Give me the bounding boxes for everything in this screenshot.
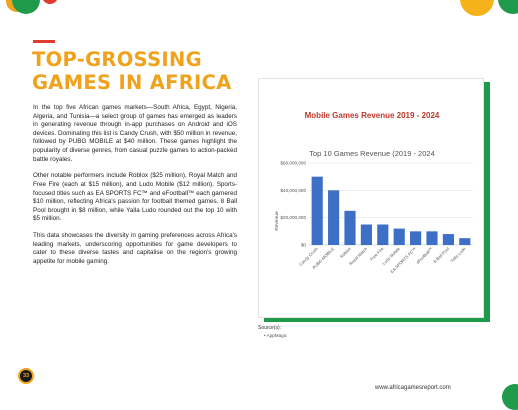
page-number: 33	[18, 368, 34, 384]
chart-card-title: Mobile Games Revenue 2019 - 2024	[304, 111, 440, 120]
x-tick-label: Roblox	[339, 246, 352, 259]
y-axis-label: Revenue	[274, 211, 280, 231]
body-text: In the top five African games markets—So…	[33, 104, 237, 275]
page-title-line-2: GAMES IN AFRICA	[32, 71, 232, 94]
bar	[360, 224, 372, 245]
paragraph: This data showcases the diversity in gam…	[33, 232, 237, 265]
paragraph: Other notable performers include Roblox …	[33, 172, 237, 223]
decorative-circle	[502, 384, 518, 410]
bar	[377, 224, 389, 245]
title-rule	[33, 40, 55, 43]
y-tick-label: $20,000,000	[280, 215, 306, 220]
chart-title: Top 10 Games Revenue (2019 - 2024	[309, 149, 435, 158]
bar-chart: Top 10 Games Revenue (2019 - 2024 Revenu…	[274, 149, 473, 274]
decorative-circle	[42, 0, 58, 4]
bar	[311, 176, 323, 245]
bar	[410, 231, 422, 245]
paragraph: In the top five African games markets—So…	[33, 104, 237, 163]
bar	[459, 238, 471, 245]
source-label: Source(s):	[258, 325, 282, 331]
source-item: • AppMagic	[264, 333, 288, 338]
bar	[328, 190, 340, 245]
y-tick-label: $0	[301, 243, 307, 248]
bar	[344, 210, 356, 245]
decorative-circle	[460, 0, 494, 16]
y-tick-label: $40,000,000	[280, 188, 306, 193]
x-tick-label: Royal Match	[348, 246, 368, 266]
x-tick-label: Yalla Ludo	[449, 246, 467, 264]
bar	[426, 231, 438, 245]
page-title-line-1: TOP-GROSSING	[32, 48, 202, 71]
chart-card: Mobile Games Revenue 2019 - 2024 Top 10 …	[258, 78, 484, 318]
x-tick-label: 8 Ball Pool	[432, 246, 450, 264]
bar	[442, 234, 454, 245]
website-url: www.africagamesreport.com	[375, 385, 451, 391]
x-tick-label: Free Fire	[369, 246, 385, 262]
decorative-circle	[12, 0, 40, 14]
bar	[393, 228, 405, 245]
y-tick-label: $60,000,000	[280, 161, 306, 166]
x-tick-label: eFootball™	[415, 246, 434, 265]
page-title: TOP-GROSSING GAMES IN AFRICA	[32, 48, 232, 94]
decorative-circle	[498, 0, 518, 14]
